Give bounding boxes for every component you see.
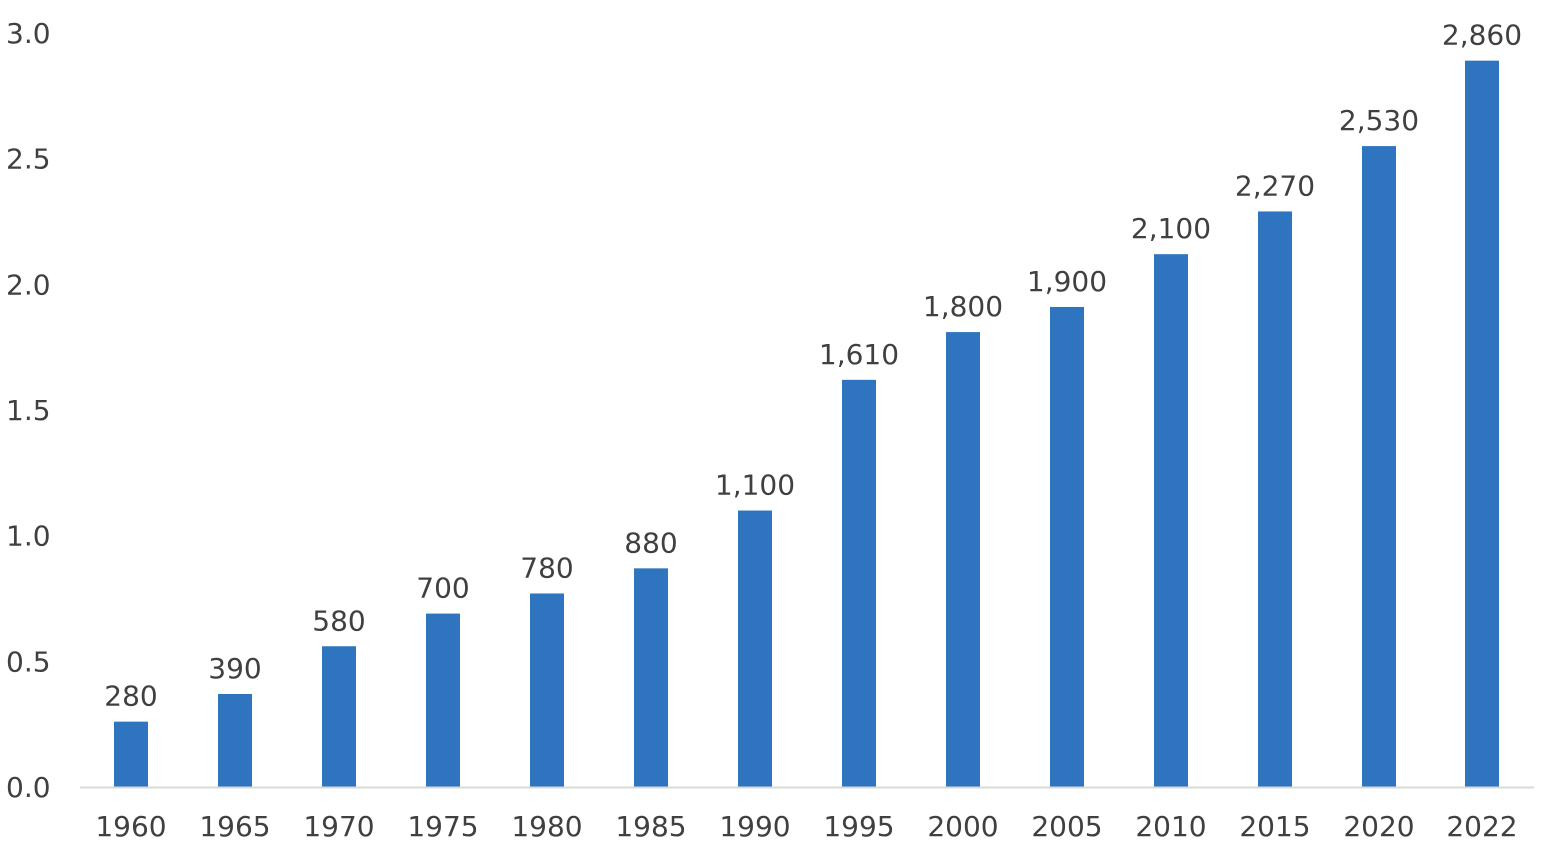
bar-2005 — [1050, 306, 1084, 787]
x-tick-label-1960: 1960 — [95, 810, 166, 843]
bar-1970 — [322, 646, 356, 787]
bar-1960 — [114, 721, 148, 787]
y-tick-label: 0.5 — [6, 645, 51, 678]
x-axis-ticks: 1960 1965 1970 1975 1980 1985 1990 1995 2000 2005… — [95, 810, 1517, 843]
x-tick-label-1995: 1995 — [823, 810, 894, 843]
y-axis-ticks: 0.0 0.5 1.0 1.5 2.0 2.5 3.0 — [6, 17, 51, 804]
bar-2015 — [1258, 211, 1292, 788]
x-tick-label-2020: 2020 — [1343, 810, 1414, 843]
y-tick-label: 2.0 — [6, 268, 51, 301]
data-label-2020: 2,530 — [1339, 104, 1419, 137]
y-tick-label: 3.0 — [6, 17, 51, 50]
data-labels: 280 390 580 700 780 880 1,100 1,610 1,800 1,900 2,… — [104, 19, 1522, 713]
bar-2020 — [1362, 146, 1396, 788]
x-tick-label-2022: 2022 — [1446, 810, 1517, 843]
y-tick-label: 0.0 — [6, 771, 51, 804]
bars — [114, 60, 1499, 788]
data-label-1960: 280 — [104, 680, 157, 713]
bar-2022 — [1465, 60, 1499, 787]
x-tick-label-1985: 1985 — [615, 810, 686, 843]
data-label-2005: 1,900 — [1027, 265, 1107, 298]
data-label-2010: 2,100 — [1131, 212, 1211, 245]
x-tick-label-1980: 1980 — [511, 810, 582, 843]
data-label-2015: 2,270 — [1235, 169, 1315, 202]
data-label-1995: 1,610 — [819, 338, 899, 371]
bar-1965 — [218, 694, 252, 787]
y-tick-label: 1.5 — [6, 394, 51, 427]
x-tick-label-1990: 1990 — [719, 810, 790, 843]
y-tick-label: 1.0 — [6, 520, 51, 553]
x-tick-label-1975: 1975 — [407, 810, 478, 843]
data-label-2022: 2,860 — [1442, 19, 1522, 52]
data-label-1975: 700 — [416, 572, 469, 605]
bar-2000 — [946, 332, 980, 787]
data-label-1970: 580 — [312, 604, 365, 637]
x-tick-label-1970: 1970 — [303, 810, 374, 843]
x-tick-label-2010: 2010 — [1135, 810, 1206, 843]
data-label-1965: 390 — [208, 652, 261, 685]
x-tick-label-2015: 2015 — [1239, 810, 1310, 843]
x-tick-label-2005: 2005 — [1031, 810, 1102, 843]
bar-1980 — [530, 593, 564, 787]
bar-1995 — [842, 379, 876, 787]
bar-2010 — [1154, 254, 1188, 787]
data-label-2000: 1,800 — [923, 290, 1003, 323]
bar-1985 — [634, 568, 668, 787]
x-tick-label-1965: 1965 — [199, 810, 270, 843]
data-label-1980: 780 — [520, 551, 573, 584]
bar-1975 — [426, 613, 460, 787]
data-label-1990: 1,100 — [715, 469, 795, 502]
x-tick-label-2000: 2000 — [927, 810, 998, 843]
y-tick-label: 2.5 — [6, 143, 51, 176]
data-label-1985: 880 — [624, 526, 677, 559]
bar-1990 — [738, 510, 772, 787]
